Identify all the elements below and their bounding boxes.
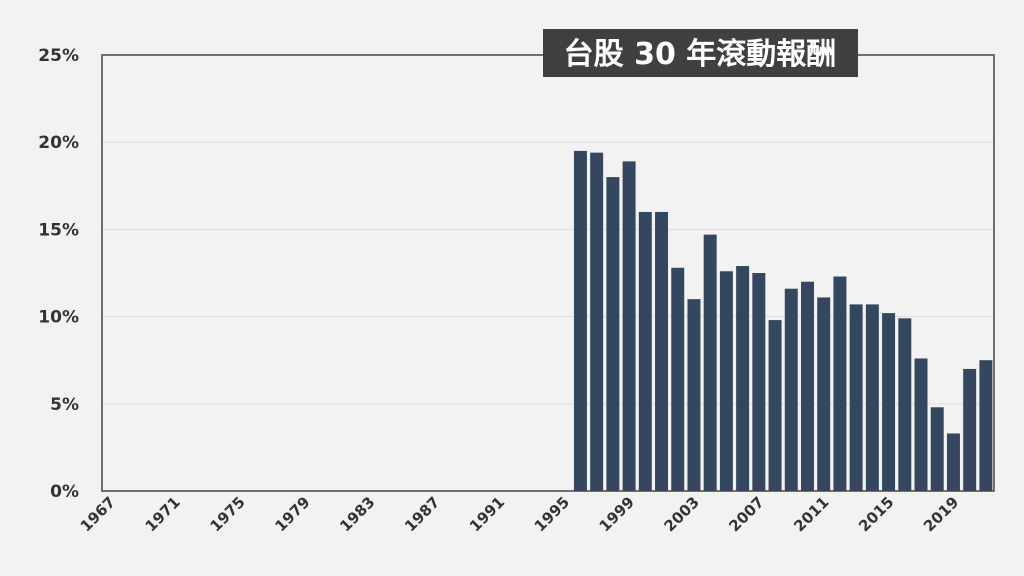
bar	[784, 288, 798, 491]
bar	[898, 318, 912, 491]
bar	[703, 234, 717, 491]
chart-title-text: 台股 30 年滾動報酬	[564, 37, 837, 72]
y-tick-label: 10%	[38, 308, 79, 328]
bar	[849, 304, 863, 491]
bar	[930, 407, 944, 491]
bar	[590, 152, 604, 491]
chart-title-background	[543, 29, 858, 77]
bar	[655, 211, 669, 491]
bar	[638, 211, 652, 491]
bar	[719, 271, 733, 491]
bar	[833, 276, 847, 491]
y-axis-tick-labels: 0% 5% 10% 15% 20% 25%	[38, 46, 79, 502]
bar	[963, 368, 977, 491]
bar	[914, 358, 928, 491]
bar	[622, 161, 636, 491]
y-tick-label: 0%	[50, 482, 79, 502]
bar	[768, 320, 782, 491]
bar	[979, 360, 993, 491]
bar	[946, 433, 960, 491]
bar	[573, 150, 587, 492]
bars	[573, 150, 993, 492]
bar	[882, 313, 896, 491]
chart-title: 台股 30 年滾動報酬	[543, 29, 858, 77]
bar	[671, 267, 685, 491]
bar	[865, 304, 879, 491]
bar	[752, 273, 766, 491]
bar	[606, 177, 620, 491]
y-tick-label: 15%	[38, 220, 79, 240]
bar	[801, 281, 814, 491]
bar	[687, 299, 701, 491]
y-tick-label: 5%	[50, 395, 79, 415]
y-tick-label: 25%	[38, 46, 79, 66]
bar	[817, 297, 831, 491]
bar	[736, 266, 750, 491]
y-tick-label: 20%	[38, 133, 79, 153]
